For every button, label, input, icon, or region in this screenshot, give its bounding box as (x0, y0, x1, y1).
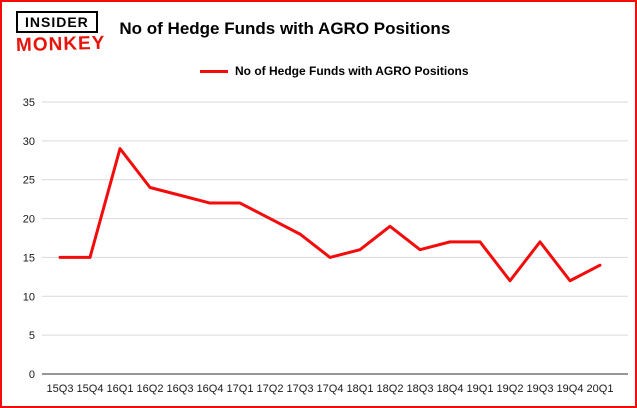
header: INSIDER MONKEY No of Hedge Funds with AG… (2, 2, 635, 58)
x-tick-label: 19Q4 (557, 383, 584, 395)
page-title: No of Hedge Funds with AGRO Positions (119, 19, 451, 38)
x-tick-label: 20Q1 (587, 383, 614, 395)
insider-monkey-logo: INSIDER MONKEY (15, 11, 106, 57)
logo-monkey-text: MONKEY (15, 32, 106, 57)
x-tick-label: 17Q1 (227, 383, 254, 395)
x-tick-label: 16Q1 (107, 383, 134, 395)
x-tick-label: 16Q4 (197, 383, 224, 395)
y-tick-label: 10 (23, 291, 35, 303)
x-tick-label: 16Q3 (167, 383, 194, 395)
y-tick-label: 20 (23, 214, 35, 226)
logo-insider-text: INSIDER (16, 11, 98, 33)
legend-line-swatch (200, 69, 228, 73)
y-tick-label: 5 (29, 330, 35, 342)
y-tick-label: 15 (23, 252, 35, 264)
x-tick-label: 18Q3 (407, 383, 434, 395)
x-tick-label: 17Q4 (317, 383, 344, 395)
x-tick-label: 17Q3 (287, 383, 314, 395)
y-tick-label: 35 (23, 97, 35, 109)
x-tick-label: 18Q4 (437, 383, 464, 395)
series-line (58, 147, 602, 283)
x-tick-label: 15Q3 (47, 383, 74, 395)
chart-legend: No of Hedge Funds with AGRO Positions (200, 62, 635, 80)
x-tick-label: 19Q2 (497, 383, 524, 395)
legend-label: No of Hedge Funds with AGRO Positions (235, 64, 469, 78)
y-tick-label: 0 (29, 369, 35, 381)
x-tick-label: 15Q4 (77, 383, 104, 395)
x-tick-label: 16Q2 (137, 383, 164, 395)
y-tick-label: 25 (23, 175, 35, 187)
y-tick-label: 30 (23, 136, 35, 148)
chart-area: 0 5 10 15 20 25 30 35 15Q3 15Q4 16Q1 16Q2 16Q3 16Q4 17… (2, 82, 635, 406)
x-tick-label: 18Q2 (377, 383, 404, 395)
x-tick-label: 18Q1 (347, 383, 374, 395)
x-tick-label: 19Q1 (467, 383, 494, 395)
x-tick-label: 17Q2 (257, 383, 284, 395)
x-tick-label: 19Q3 (527, 383, 554, 395)
